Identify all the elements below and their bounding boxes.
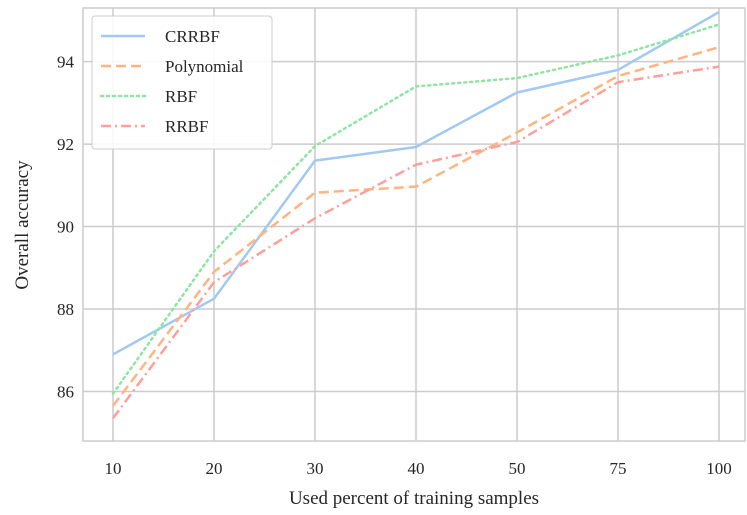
y-tick-label: 88 bbox=[57, 300, 74, 319]
x-tick-labels: 10 20 30 40 50 75 100 bbox=[105, 459, 732, 478]
legend-label: RRBF bbox=[165, 117, 208, 136]
legend-label: RBF bbox=[165, 87, 197, 106]
series-line-rrbf bbox=[111, 65, 720, 420]
y-axis-label: Overall accuracy bbox=[12, 160, 33, 290]
y-tick-label: 90 bbox=[57, 218, 74, 237]
x-tick-label: 100 bbox=[706, 459, 732, 478]
x-tick-label: 75 bbox=[610, 459, 627, 478]
x-tick-label: 20 bbox=[206, 459, 223, 478]
legend-label: Polynomial bbox=[165, 57, 244, 76]
x-tick-label: 50 bbox=[509, 459, 526, 478]
legend-box bbox=[91, 15, 273, 150]
y-tick-label: 94 bbox=[57, 53, 75, 72]
series-lines bbox=[111, 11, 721, 420]
legend-label: CRRBF bbox=[165, 27, 220, 46]
series-line-rbf bbox=[111, 23, 721, 395]
legend: CRRBF Polynomial RBF RRBF bbox=[91, 15, 273, 150]
x-tick-label: 10 bbox=[105, 459, 122, 478]
y-tick-labels: 86 88 90 92 94 bbox=[57, 53, 75, 402]
x-axis-label: Used percent of training samples bbox=[289, 488, 539, 509]
series-line-polynomial bbox=[112, 45, 720, 407]
plot-frame bbox=[82, 7, 746, 442]
series-line-crrbf bbox=[112, 11, 720, 356]
y-tick-label: 86 bbox=[57, 383, 74, 402]
x-tick-label: 30 bbox=[307, 459, 324, 478]
y-tick-label: 92 bbox=[57, 135, 74, 154]
x-tick-label: 40 bbox=[408, 459, 425, 478]
